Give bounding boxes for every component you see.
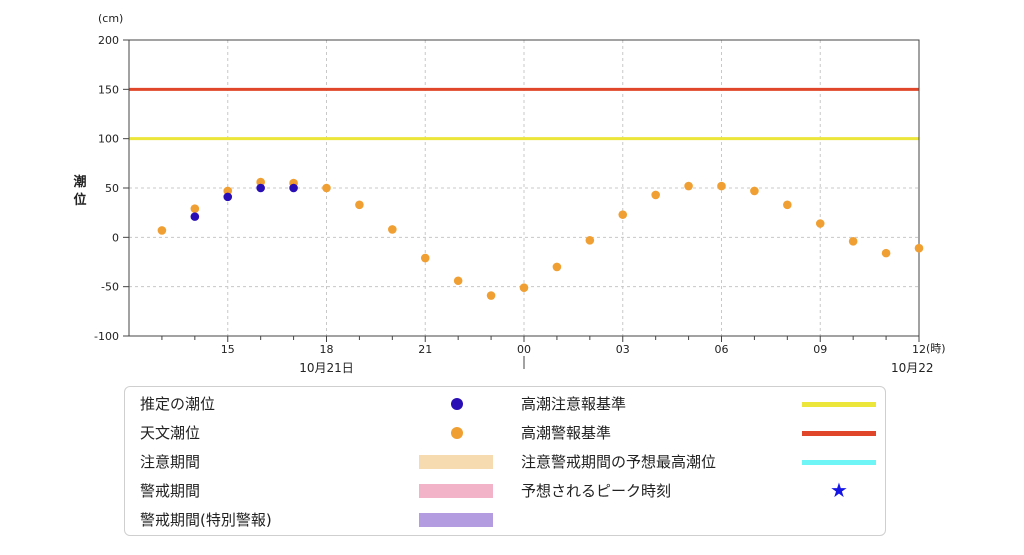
legend-label: 高潮警報基準 bbox=[521, 424, 612, 442]
data-points bbox=[157, 177, 924, 300]
legend-label: 天文潮位 bbox=[140, 424, 201, 442]
x-tick-label: 12 bbox=[912, 343, 926, 356]
astronomical-tide-point bbox=[815, 219, 825, 228]
astronomical-tide-point bbox=[848, 236, 858, 246]
star-icon: ★ bbox=[830, 478, 848, 502]
y-axis-label-char: 位 bbox=[73, 192, 86, 208]
astronomical-tide-point bbox=[157, 226, 167, 235]
legend-line-swatch bbox=[802, 402, 876, 407]
legend-item: 高潮注意報基準 bbox=[521, 393, 881, 415]
astronomical-tide-point bbox=[420, 253, 430, 263]
legend-item: 推定の潮位 bbox=[140, 393, 515, 415]
estimated-tide-point bbox=[289, 183, 298, 193]
astronomical-tide-point bbox=[256, 177, 265, 187]
astronomical-tide-point bbox=[750, 186, 759, 196]
tide-chart: -100 -50 0 50 100 150 200 15 18 21 00 03 06 09 12 10月21… bbox=[73, 12, 946, 375]
legend-label: 注意期間 bbox=[140, 453, 201, 471]
x-tick-label: 03 bbox=[616, 343, 630, 356]
x-tick-label: 06 bbox=[715, 343, 729, 356]
legend-label: 注意警戒期間の予想最高潮位 bbox=[521, 453, 717, 471]
plot-frame bbox=[128, 39, 920, 337]
x-tick-label: 18 bbox=[320, 343, 334, 356]
legend-item: 注意期間 bbox=[140, 451, 515, 473]
estimated-tide-point bbox=[256, 183, 265, 193]
astronomical-tide-point bbox=[519, 283, 529, 292]
legend-item: 注意警戒期間の予想最高潮位 bbox=[521, 451, 881, 473]
legend-item: 天文潮位 bbox=[140, 422, 515, 444]
legend-item: 予想されるピーク時刻 ★ bbox=[521, 478, 881, 502]
x-unit-label: (時) bbox=[926, 342, 946, 355]
astronomical-tide-point bbox=[618, 210, 628, 219]
y-tick-label: -100 bbox=[94, 330, 119, 343]
y-tick-label: 0 bbox=[112, 231, 119, 244]
x-tick-label: 09 bbox=[813, 343, 827, 356]
y-axis-label: 潮位 bbox=[73, 174, 86, 208]
legend-label: 警戒期間 bbox=[140, 482, 201, 500]
legend-label: 高潮注意報基準 bbox=[521, 395, 627, 413]
y-axis-label-char: 潮 bbox=[73, 174, 86, 190]
x-tick-label: 00 bbox=[517, 343, 531, 356]
legend: 推定の潮位天文潮位注意期間警戒期間警戒期間(特別警報) 高潮注意報基準 高潮警報基準… bbox=[124, 386, 886, 536]
legend-dot-marker bbox=[451, 427, 463, 439]
astronomical-tide-point bbox=[651, 190, 660, 200]
astronomical-tide-point bbox=[486, 291, 496, 300]
legend-band-swatch bbox=[419, 513, 493, 527]
y-unit-label: (cm) bbox=[98, 12, 123, 25]
x-tick-label: 21 bbox=[418, 343, 432, 356]
astronomical-tide-point bbox=[783, 200, 792, 210]
legend-label: 予想されるピーク時刻 bbox=[521, 482, 672, 500]
astronomical-tide-point bbox=[388, 225, 397, 234]
astronomical-tide-point bbox=[914, 243, 924, 253]
astronomical-tide-point bbox=[552, 262, 562, 272]
astronomical-tide-point bbox=[585, 235, 595, 245]
legend-band-swatch bbox=[419, 455, 493, 469]
astronomical-tide-point bbox=[322, 183, 331, 193]
axes: -100 -50 0 50 100 150 200 15 18 21 00 03 06 09 12 10月21… bbox=[94, 34, 934, 375]
astronomical-tide-point bbox=[190, 204, 200, 214]
legend-band-swatch bbox=[419, 484, 493, 498]
estimated-tide-point bbox=[223, 192, 233, 202]
legend-item: 高潮警報基準 bbox=[521, 422, 881, 444]
estimated-tide-point bbox=[190, 212, 200, 221]
legend-label: 警戒期間(特別警報) bbox=[140, 511, 272, 529]
astronomical-tide-point bbox=[355, 200, 364, 210]
reference-lines bbox=[129, 87, 919, 141]
x-tick-label: 15 bbox=[221, 343, 235, 356]
y-tick-label: 100 bbox=[98, 133, 119, 146]
astronomical-tide-point bbox=[453, 276, 463, 286]
y-tick-label: 50 bbox=[105, 182, 119, 195]
astronomical-tide-point bbox=[684, 181, 693, 191]
astronomical-tide-point bbox=[223, 186, 233, 196]
legend-item: 警戒期間 bbox=[140, 480, 515, 502]
legend-line-swatch bbox=[802, 431, 876, 436]
legend-dot-marker bbox=[451, 398, 463, 410]
legend-item: 警戒期間(特別警報) bbox=[140, 509, 515, 531]
date-label: 10月22 bbox=[891, 361, 934, 375]
astronomical-tide-point bbox=[881, 248, 891, 258]
date-label: 10月21日 bbox=[299, 361, 354, 375]
y-tick-label: -50 bbox=[101, 281, 119, 294]
astronomical-tide-point bbox=[717, 181, 726, 191]
legend-label: 推定の潮位 bbox=[140, 395, 216, 413]
y-tick-label: 150 bbox=[98, 83, 119, 96]
y-tick-label: 200 bbox=[98, 34, 119, 47]
legend-line-swatch bbox=[802, 460, 876, 465]
